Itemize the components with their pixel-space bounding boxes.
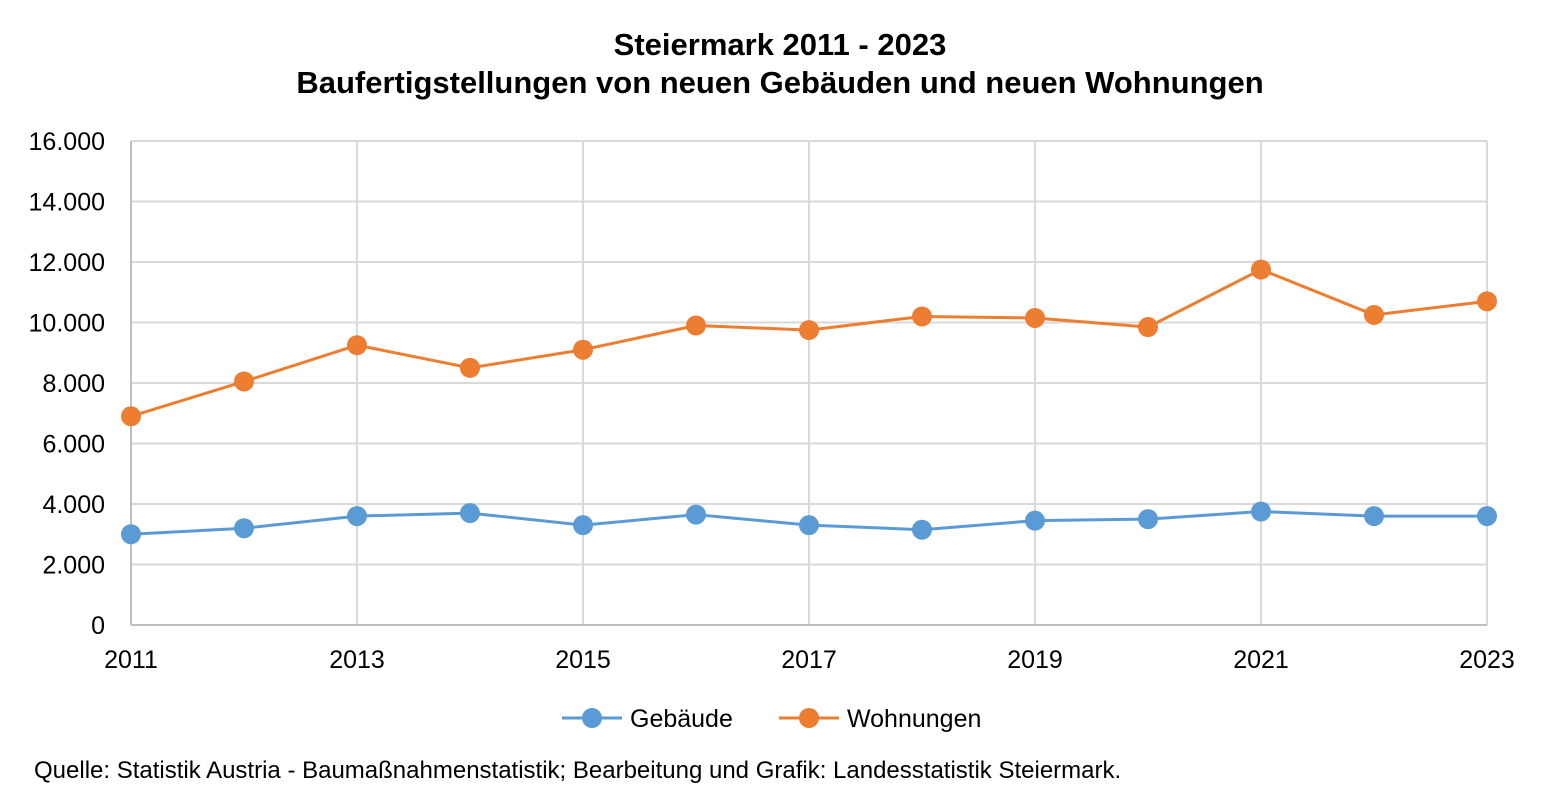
data-point-wohnungen bbox=[121, 406, 141, 427]
legend: Gebäude Wohnungen bbox=[562, 705, 981, 733]
data-point-gebaeude bbox=[1025, 510, 1045, 531]
legend-label-gebaeude: Gebäude bbox=[630, 705, 733, 733]
data-point-wohnungen bbox=[347, 335, 367, 356]
data-point-gebaeude bbox=[686, 504, 706, 525]
data-point-gebaeude bbox=[121, 524, 141, 545]
data-point-gebaeude bbox=[460, 503, 480, 524]
x-tick-label: 2013 bbox=[329, 646, 385, 674]
y-tick-label: 16.000 bbox=[29, 128, 105, 156]
y-axis: 0 2.000 4.000 6.000 8.000 10.000 12.000 14.000 1… bbox=[29, 128, 132, 640]
data-point-wohnungen bbox=[234, 371, 254, 392]
y-tick-label: 6.000 bbox=[42, 431, 105, 459]
data-point-wohnungen bbox=[573, 339, 593, 360]
data-point-gebaeude bbox=[1138, 509, 1158, 530]
y-tick-label: 8.000 bbox=[42, 370, 105, 398]
data-point-gebaeude bbox=[912, 519, 932, 540]
data-point-wohnungen bbox=[1025, 307, 1045, 328]
data-point-gebaeude bbox=[1477, 506, 1497, 527]
legend-marker-gebaeude bbox=[582, 708, 602, 728]
data-point-wohnungen bbox=[460, 357, 480, 378]
data-point-wohnungen bbox=[912, 306, 932, 327]
y-tick-label: 4.000 bbox=[42, 491, 105, 519]
legend-label-wohnungen: Wohnungen bbox=[847, 705, 981, 733]
x-tick-label: 2019 bbox=[1007, 646, 1063, 674]
x-tick-label: 2023 bbox=[1459, 646, 1515, 674]
chart-title: Steiermark 2011 - 2023 bbox=[613, 27, 947, 62]
y-tick-label: 10.000 bbox=[29, 310, 105, 338]
gridlines bbox=[130, 140, 1488, 626]
data-point-wohnungen bbox=[686, 315, 706, 336]
data-point-gebaeude bbox=[573, 515, 593, 536]
series-lines bbox=[121, 259, 1497, 545]
y-tick-label: 12.000 bbox=[29, 249, 105, 277]
data-point-wohnungen bbox=[1251, 259, 1271, 280]
data-point-gebaeude bbox=[234, 518, 254, 539]
data-point-gebaeude bbox=[347, 506, 367, 527]
y-tick-label: 0 bbox=[91, 612, 105, 640]
y-tick-label: 14.000 bbox=[29, 189, 105, 217]
data-point-gebaeude bbox=[1364, 506, 1384, 527]
data-point-wohnungen bbox=[1138, 317, 1158, 338]
data-point-wohnungen bbox=[1477, 291, 1497, 312]
y-tick-label: 2.000 bbox=[42, 552, 105, 580]
chart-subtitle: Baufertigstellungen von neuen Gebäuden u… bbox=[296, 65, 1264, 100]
source-note: Quelle: Statistik Austria - Baumaßnahmen… bbox=[34, 757, 1122, 784]
x-axis: 2011 2013 2015 2017 2019 2021 2023 bbox=[104, 624, 1515, 674]
legend-marker-wohnungen bbox=[799, 708, 819, 728]
data-point-gebaeude bbox=[799, 515, 819, 536]
x-tick-label: 2017 bbox=[781, 646, 837, 674]
x-tick-label: 2021 bbox=[1233, 646, 1289, 674]
data-point-wohnungen bbox=[1364, 304, 1384, 325]
x-tick-label: 2011 bbox=[104, 646, 158, 674]
data-point-gebaeude bbox=[1251, 501, 1271, 522]
data-point-wohnungen bbox=[799, 320, 819, 341]
x-tick-label: 2015 bbox=[555, 646, 611, 674]
